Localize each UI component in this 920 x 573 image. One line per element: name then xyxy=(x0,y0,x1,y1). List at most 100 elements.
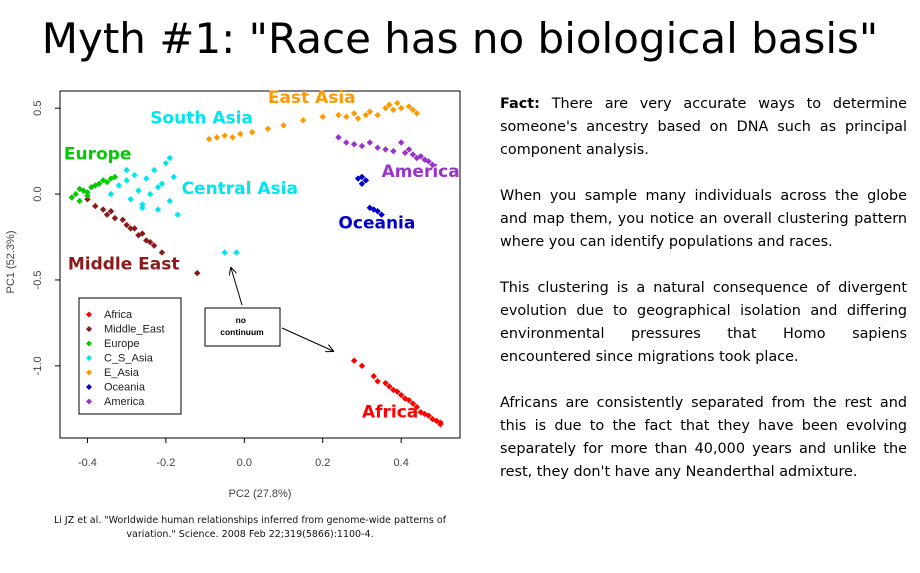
point-europe xyxy=(76,197,83,205)
point-africa xyxy=(382,379,389,387)
callout: no continuum xyxy=(204,268,333,351)
point-europe xyxy=(111,173,119,181)
point-c-s-asia xyxy=(123,166,130,174)
legend-label: Europe xyxy=(104,338,139,350)
point-america xyxy=(390,147,397,155)
scatter-points xyxy=(68,99,444,428)
point-america xyxy=(382,146,389,153)
point-c-s-asia xyxy=(154,206,162,213)
point-e-asia xyxy=(350,110,358,117)
point-america xyxy=(409,151,417,158)
y-tick-label: 0.5 xyxy=(32,101,44,116)
point-c-s-asia xyxy=(139,201,146,208)
point-c-s-asia xyxy=(135,187,142,194)
point-europe xyxy=(92,182,99,189)
legend-items: Africa Middle_East Europe C_S_Asia E_Asia Oce… xyxy=(86,309,165,408)
axes: -0.4 -0.2 0.0 0.2 0.4 0.5 0.0 -0.5 -1.0 xyxy=(32,101,409,469)
callout-arrow-right xyxy=(281,327,333,351)
plot-frame xyxy=(59,90,461,439)
point-europe xyxy=(72,190,79,198)
point-middle-east xyxy=(111,214,119,222)
point-e-asia xyxy=(409,106,417,114)
legend-marker xyxy=(86,326,92,332)
point-e-asia xyxy=(221,132,228,139)
fact-paragraph-3: This clustering is a natural consequence… xyxy=(500,280,907,365)
legend: Africa Middle_East Europe C_S_Asia E_Asia Oce… xyxy=(78,297,182,415)
point-america xyxy=(374,144,381,151)
point-middle-east xyxy=(150,242,158,249)
point-c-s-asia xyxy=(166,197,174,205)
fact-paragraph-1-text: There are very accurate ways to determin… xyxy=(500,96,908,158)
legend-label: Oceania xyxy=(104,382,146,394)
cluster-label-oceania: Oceania xyxy=(338,213,415,233)
legend-marker xyxy=(86,398,92,405)
point-middle-east xyxy=(194,269,201,277)
point-africa xyxy=(358,362,366,370)
fact-paragraph-2: When you sample many individuals across … xyxy=(500,188,907,250)
point-e-asia xyxy=(366,108,374,115)
point-c-s-asia xyxy=(139,204,146,212)
y-tick-label: 0.0 xyxy=(32,186,44,201)
point-middle-east xyxy=(158,249,166,256)
point-america xyxy=(417,153,424,160)
x-tick-label: -0.4 xyxy=(78,457,97,469)
point-c-s-asia xyxy=(146,190,154,198)
fact-label: Fact: xyxy=(500,96,540,112)
point-middle-east xyxy=(135,232,142,239)
point-c-s-asia xyxy=(170,173,177,181)
point-africa xyxy=(350,357,358,364)
point-e-asia xyxy=(343,113,350,120)
point-africa xyxy=(397,391,405,399)
citation: Li JZ et al. "Worldwide human relationsh… xyxy=(53,515,447,540)
x-axis-label: PC2 (27.8%) xyxy=(229,488,292,500)
cluster-label-africa: Africa xyxy=(362,402,418,422)
point-africa xyxy=(425,412,432,419)
point-middle-east xyxy=(84,196,91,203)
point-africa xyxy=(394,388,401,395)
point-america xyxy=(366,139,374,146)
legend-marker xyxy=(86,369,92,376)
legend-marker xyxy=(86,340,92,347)
point-c-s-asia xyxy=(123,177,130,184)
legend-marker xyxy=(86,384,92,390)
point-europe xyxy=(84,189,91,196)
point-e-asia xyxy=(237,130,244,138)
point-c-s-asia xyxy=(150,166,158,174)
point-africa xyxy=(409,400,417,407)
point-middle-east xyxy=(123,221,130,229)
cluster-label-america: America xyxy=(382,162,460,182)
point-c-s-asia xyxy=(127,196,134,203)
legend-marker xyxy=(86,355,92,361)
y-tick-label: -1.0 xyxy=(32,356,44,375)
x-tick-label: 0.2 xyxy=(315,457,330,469)
point-c-s-asia xyxy=(174,211,181,218)
point-europe xyxy=(68,194,75,201)
pca-scatter-chart: -0.4 -0.2 0.0 0.2 0.4 0.5 0.0 -0.5 -1.0 PC2 (27.… xyxy=(5,88,461,500)
point-e-asia xyxy=(413,110,421,117)
point-africa xyxy=(405,397,413,404)
legend-marker xyxy=(86,311,92,318)
point-africa xyxy=(374,378,381,385)
fact-paragraph-4: Africans are consistently separated from… xyxy=(500,395,907,480)
point-africa xyxy=(386,383,393,390)
x-tick-label: 0.4 xyxy=(394,457,409,469)
x-tick-label: -0.2 xyxy=(156,457,175,469)
cluster-labels: Africa Middle East Europe South Asia Central… xyxy=(64,88,460,422)
point-c-s-asia xyxy=(221,249,228,256)
point-oceania xyxy=(374,208,381,215)
point-oceania xyxy=(362,177,370,184)
point-c-s-asia xyxy=(166,154,174,162)
point-e-asia xyxy=(354,115,362,122)
point-oceania xyxy=(358,173,366,181)
point-e-asia xyxy=(374,111,381,119)
point-e-asia xyxy=(335,111,342,119)
x-tick-label: 0.0 xyxy=(237,457,252,469)
point-europe xyxy=(103,178,111,186)
point-e-asia xyxy=(405,103,413,110)
point-e-asia xyxy=(386,101,393,108)
legend-label: Middle_East xyxy=(104,324,165,336)
point-e-asia xyxy=(264,125,272,132)
callout-box xyxy=(204,307,281,347)
point-america xyxy=(405,146,413,153)
point-africa xyxy=(437,421,444,428)
